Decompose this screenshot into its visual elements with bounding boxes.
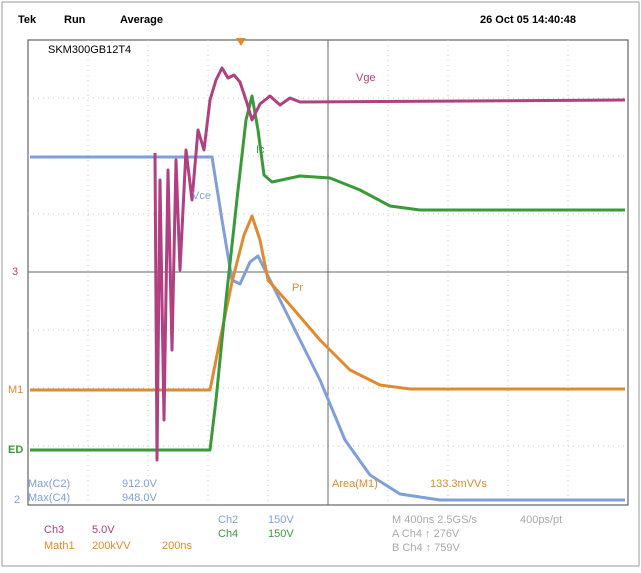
trace-label: Pr <box>292 282 303 294</box>
setting: 150V <box>268 528 294 540</box>
setting: Math1 <box>44 540 75 552</box>
measure-label: Area(M1) <box>332 478 378 490</box>
setting: 150V <box>268 514 294 526</box>
scope-screen: Tek Run Average 26 Oct 05 14:40:48 SKM30… <box>0 0 641 568</box>
setting: Ch3 <box>44 524 64 536</box>
trace-label: Ic <box>256 144 265 156</box>
trace-label: Vce <box>192 190 211 202</box>
measure-value: 912.0V <box>122 478 158 490</box>
frame <box>2 2 639 566</box>
channel-marker: 3 <box>12 266 18 278</box>
setting: 200ns <box>162 540 192 552</box>
measure-label: Max(C2) <box>28 478 70 490</box>
setting: 200kVV <box>92 540 131 552</box>
setting: A Ch4 ↑ 276V <box>392 528 460 540</box>
setting: 400ps/pt <box>520 514 562 526</box>
setting: 5.0V <box>92 524 115 536</box>
channel-marker: 2 <box>14 494 20 506</box>
measure-value: 133.3mVVs <box>430 478 487 490</box>
measure-value: 948.0V <box>122 492 158 504</box>
measure-label: Max(C4) <box>28 492 70 504</box>
setting: M 400ns 2.5GS/s <box>392 514 477 526</box>
run-state: Run <box>64 14 86 26</box>
setting: Ch4 <box>218 528 238 540</box>
datetime: 26 Oct 05 14:40:48 <box>480 14 576 26</box>
brand: Tek <box>18 14 37 26</box>
channel-marker: ED <box>8 444 23 456</box>
trace-label: Vge <box>356 72 376 84</box>
channel-marker: M1 <box>8 384 23 396</box>
setting: B Ch4 ↑ 759V <box>392 542 461 554</box>
setting: Ch2 <box>218 514 238 526</box>
acquire-mode: Average <box>120 14 163 26</box>
device-label: SKM300GB12T4 <box>48 44 131 56</box>
